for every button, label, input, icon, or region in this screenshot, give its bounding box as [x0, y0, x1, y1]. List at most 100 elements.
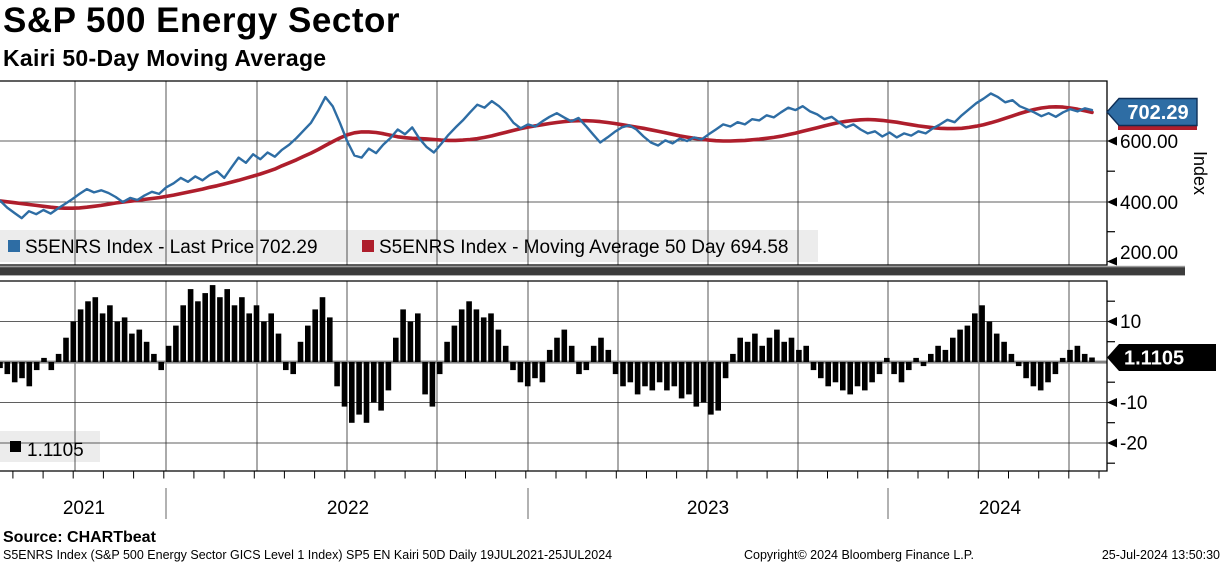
bottom-right-axis: 10 -10 -20 — [1107, 300, 1147, 464]
kairi-bar — [788, 337, 795, 362]
legend-swatch-black — [10, 441, 21, 452]
kairi-bar — [268, 313, 274, 362]
kairi-bar — [517, 362, 524, 383]
kairi-bar — [950, 337, 956, 362]
kairi-bar — [700, 362, 707, 403]
legend-item-last-price[interactable]: S5ENRS Index - Last Price 702.29 — [8, 237, 318, 258]
kairi-bar — [840, 362, 846, 391]
kairi-bar — [1081, 353, 1088, 362]
ytick-400: 400.00 — [1120, 193, 1178, 214]
xtick-2024: 2024 — [979, 498, 1022, 519]
y-axis-title: Index — [1190, 151, 1210, 195]
kairi-bar — [4, 362, 11, 375]
kairi-bar — [466, 301, 472, 363]
kairi-bar — [583, 362, 590, 371]
kairi-bar — [363, 362, 370, 423]
kairi-bar — [935, 345, 941, 362]
bottom-legend[interactable]: 1.1105 — [10, 440, 84, 461]
kairi-bar — [832, 362, 839, 383]
kairi-bar — [1045, 362, 1051, 383]
kairi-bar — [964, 325, 971, 362]
panel-splitter[interactable] — [0, 265, 1185, 276]
kairi-bar — [957, 329, 963, 362]
legend-label-moving-average: S5ENRS Index - Moving Average 50 Day 694… — [379, 237, 788, 258]
kairi-bar — [0, 362, 3, 369]
kairi-bar — [41, 357, 47, 362]
kairi-bar — [473, 309, 480, 362]
kairi-bar — [305, 325, 311, 362]
kairi-bar — [55, 353, 62, 362]
kairi-bar — [488, 313, 494, 362]
kairi-bar — [224, 289, 230, 362]
kairi-bar — [400, 309, 406, 362]
kairi-bar — [444, 341, 450, 363]
source-label: Source: CHARTbeat — [3, 529, 157, 546]
kairi-bar — [165, 345, 172, 362]
kairi-bar — [356, 362, 362, 415]
kairi-bar — [598, 337, 604, 362]
kairi-bar — [114, 321, 121, 362]
kairi-bar — [85, 301, 91, 363]
legend-label-kairi: 1.1105 — [27, 440, 84, 461]
kairi-bar — [129, 333, 135, 362]
ytick-200: 200.00 — [1120, 243, 1178, 264]
major-tick-arrows — [1107, 317, 1117, 448]
kairi-bar — [693, 362, 700, 407]
kairi-bar — [436, 362, 443, 375]
kairi-bar — [209, 285, 216, 362]
kairi-bar — [334, 362, 340, 387]
kairi-bar — [744, 341, 751, 363]
kairi-bar — [884, 357, 890, 362]
kairi-bar — [796, 349, 802, 362]
kairi-bar — [1074, 345, 1081, 362]
kairi-bar — [11, 362, 18, 383]
ytick-neg20: -20 — [1120, 434, 1147, 455]
kairi-bar — [451, 325, 458, 362]
kairi-bar — [187, 289, 194, 362]
kairi-bar — [1015, 362, 1022, 367]
bottom-panel-border — [0, 280, 1108, 472]
xtick-2021: 2021 — [63, 498, 105, 519]
kairi-bar — [678, 362, 685, 399]
kairi-bar — [1059, 357, 1066, 362]
chart-description: S5ENRS Index (S&P 500 Energy Sector GICS… — [3, 548, 612, 562]
footer: Source: CHARTbeat S5ENRS Index (S&P 500 … — [3, 529, 1220, 562]
xtick-2022: 2022 — [327, 498, 369, 519]
minor-ticks — [1107, 110, 1115, 233]
kairi-bar — [70, 321, 77, 362]
kairi-bar — [385, 362, 392, 391]
kairi-zero-line — [0, 360, 1107, 364]
x-axis-year-labels: 2021 2022 2023 2024 — [63, 498, 1022, 519]
kairi-bar — [612, 362, 619, 375]
kairi-bar — [422, 362, 428, 395]
kairi-bar — [781, 341, 787, 363]
legend-item-moving-average[interactable]: S5ENRS Index - Moving Average 50 Day 694… — [362, 237, 788, 258]
kairi-bar — [173, 325, 179, 362]
ytick-neg10: -10 — [1120, 393, 1147, 414]
kairi-bar — [810, 362, 817, 371]
ytick-600: 600.00 — [1120, 132, 1178, 153]
kairi-bar — [349, 362, 355, 423]
kairi-bar — [77, 309, 84, 362]
kairi-bar — [825, 362, 831, 387]
kairi-bar — [803, 345, 809, 362]
kairi-bar — [1023, 362, 1029, 379]
last-price-line — [0, 92, 1094, 220]
legend-swatch-red — [362, 240, 374, 252]
kairi-bar — [620, 362, 626, 387]
kairi-bar — [928, 353, 934, 362]
kairi-bar — [627, 362, 634, 383]
kairi-bars-series — [0, 285, 1095, 423]
kairi-bar — [590, 345, 597, 362]
kairi-bar — [312, 309, 318, 362]
kairi-bar — [708, 362, 714, 415]
kairi-bar — [634, 362, 641, 395]
kairi-bar — [180, 305, 186, 362]
x-axis-year-separators — [165, 488, 889, 519]
x-axis-month-ticks — [12, 471, 1100, 479]
kairi-bar — [143, 341, 150, 363]
kairi-bar — [253, 305, 260, 362]
kairi-bar — [862, 362, 868, 391]
panel-borders — [0, 80, 1108, 472]
